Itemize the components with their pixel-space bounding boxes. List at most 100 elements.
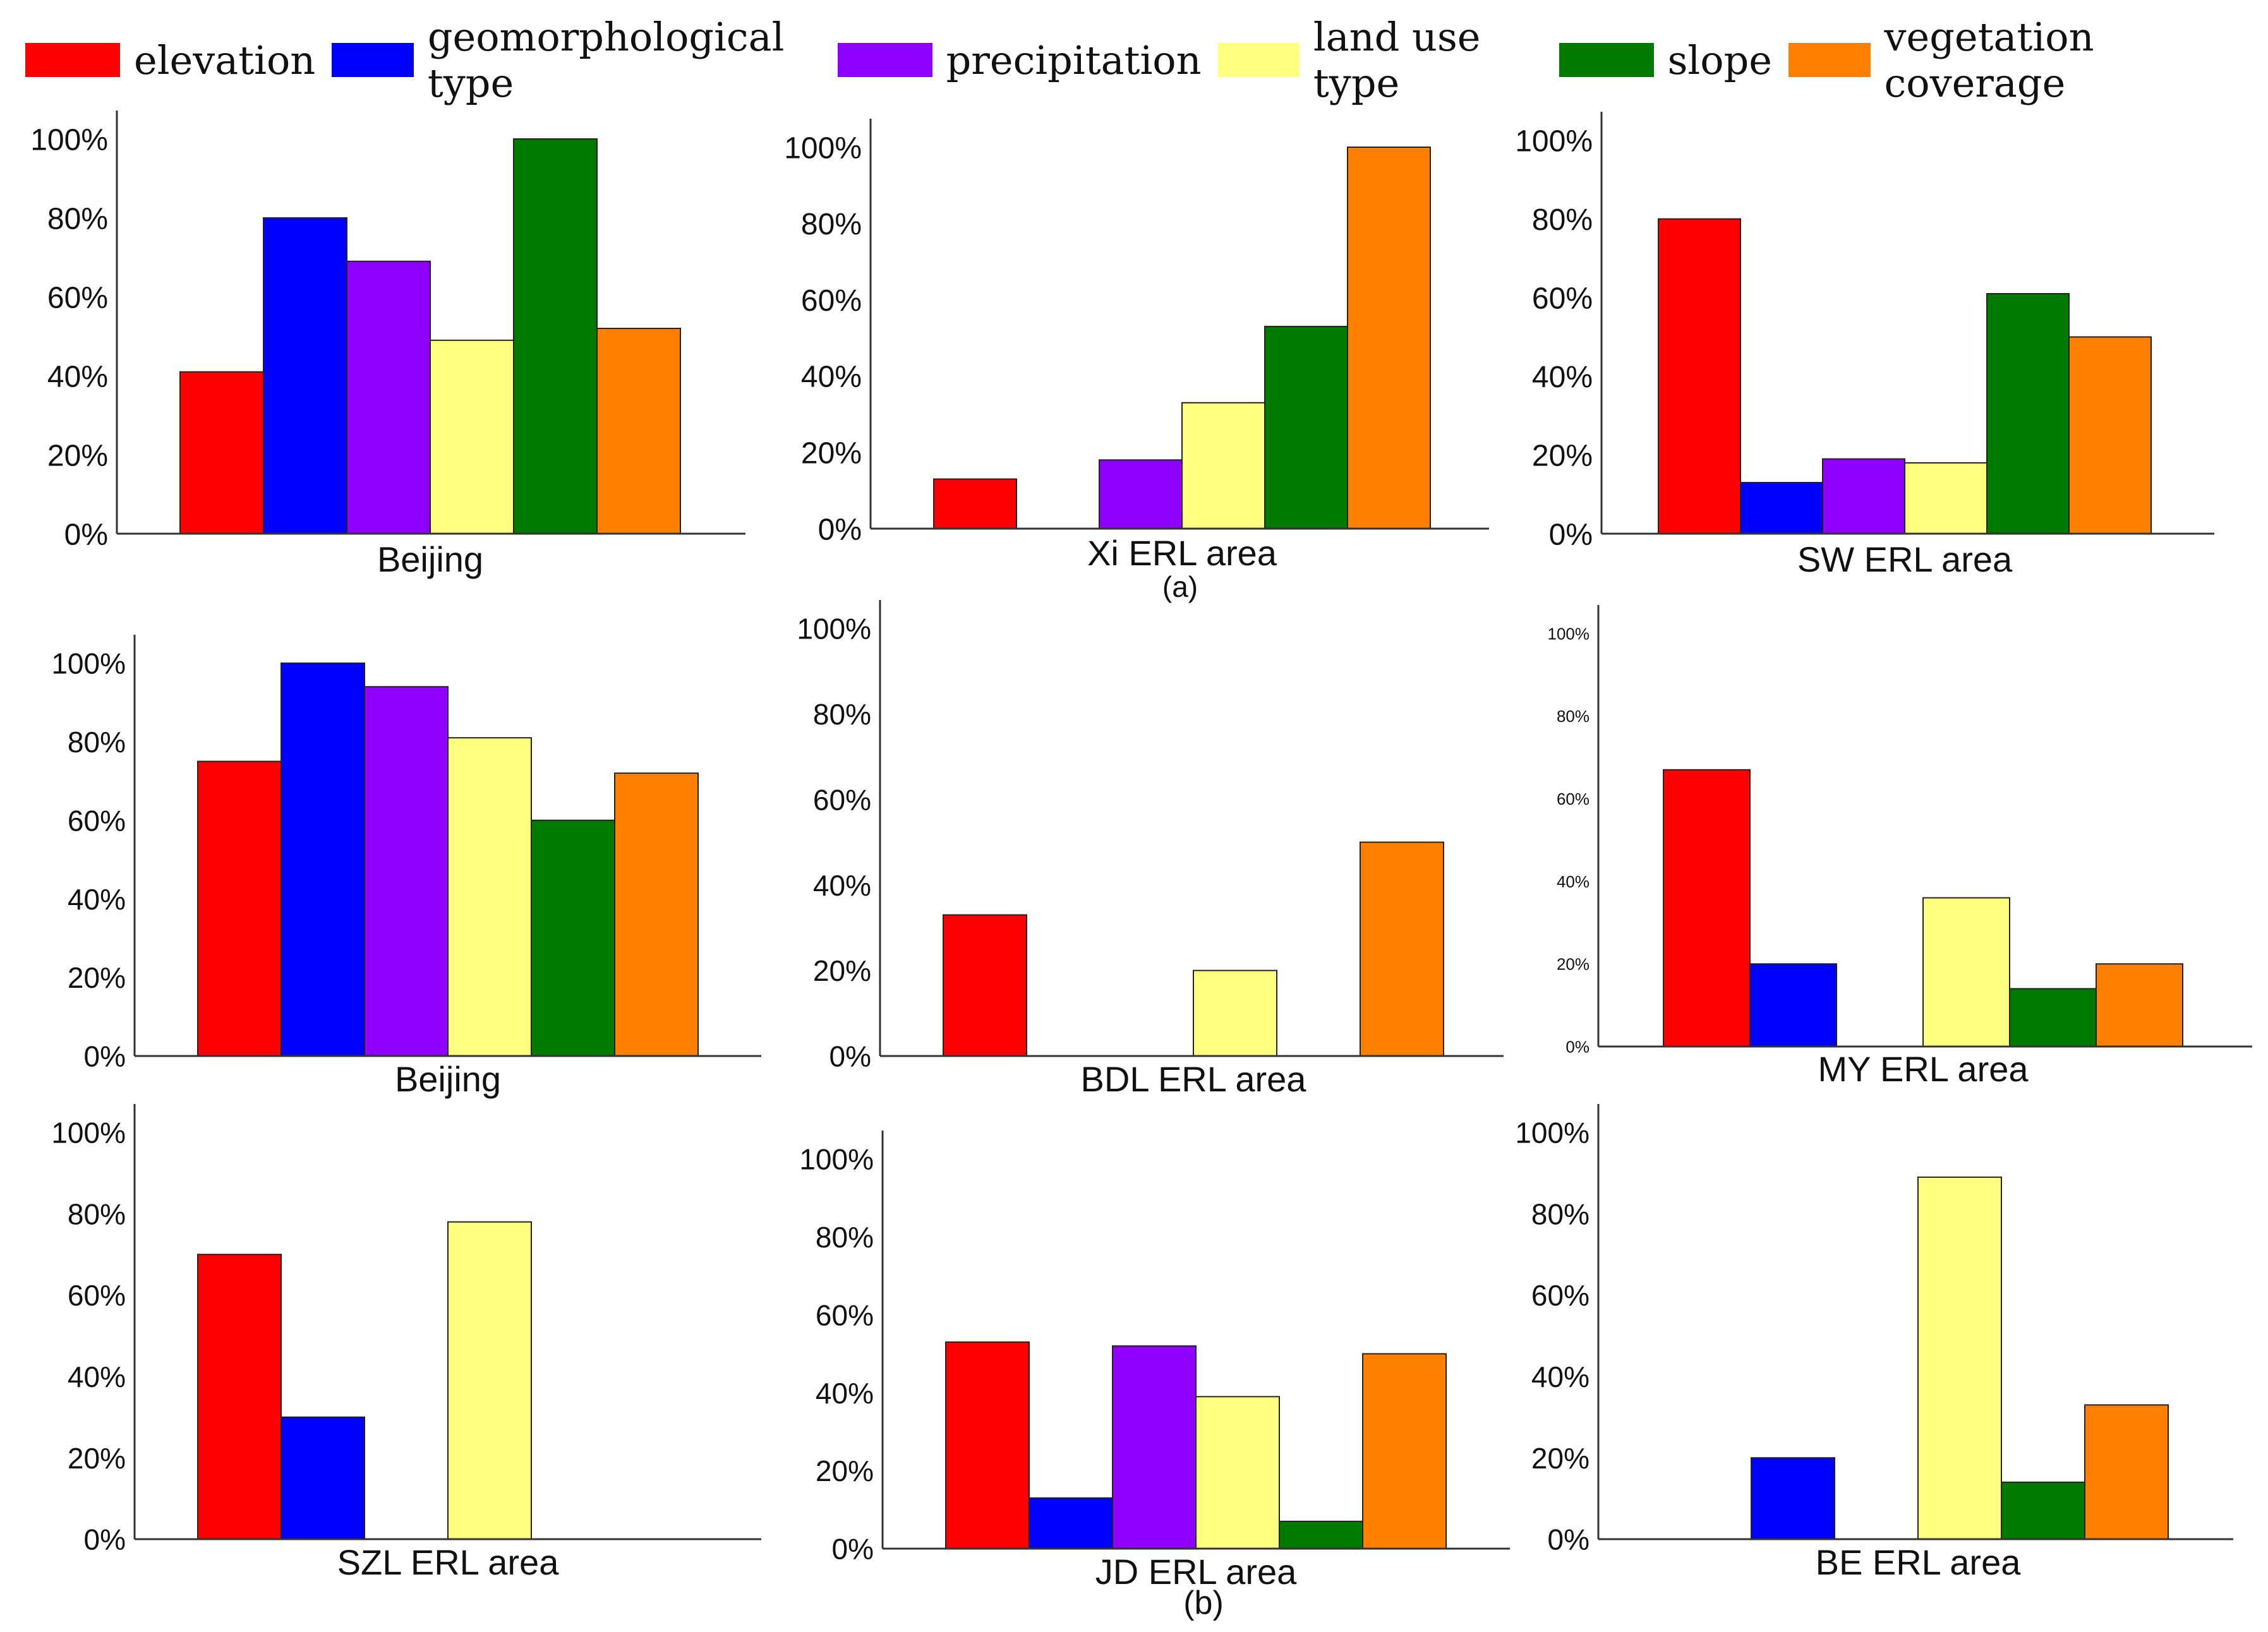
- y-tick-label: 100%: [30, 123, 108, 157]
- y-tick-label: 20%: [801, 436, 862, 470]
- legend-swatch: [332, 43, 414, 77]
- bar-precipitation: [364, 686, 449, 1057]
- bar-geomorphological-type: [1028, 1497, 1113, 1550]
- y-tick-label: 20%: [813, 954, 871, 987]
- legend-swatch: [1788, 43, 1871, 77]
- y-tick-label: 20%: [816, 1455, 874, 1487]
- chart-panel: 0% 20% 40% 60% 80% 100% SZL ERL area: [51, 1104, 761, 1582]
- y-tick-label: 40%: [816, 1377, 874, 1410]
- legend-label: land use type: [1313, 14, 1481, 106]
- bar-land-use-type: [1195, 1396, 1280, 1550]
- legend: elevation geomorphological type precipit…: [25, 14, 2249, 106]
- bar-vegetation-coverage: [1362, 1353, 1447, 1549]
- y-tick-label: 80%: [801, 208, 862, 241]
- bar-elevation: [1658, 218, 1741, 534]
- y-tick-label: 60%: [801, 284, 862, 318]
- bar-land-use-type: [1181, 402, 1265, 529]
- y-tick-label: 100%: [797, 613, 871, 645]
- bar-vegetation-coverage: [2096, 963, 2183, 1047]
- y-tick-label: 80%: [1531, 1197, 1589, 1230]
- chart-panel: 0% 20% 40% 60% 80% 100% Beijing: [30, 111, 745, 579]
- bar-slope: [1279, 1520, 1363, 1550]
- bar-precipitation: [1099, 459, 1183, 530]
- legend-label: geomorphological type: [427, 14, 785, 106]
- chart-title: Beijing: [377, 539, 483, 579]
- bar-geomorphological-type: [1749, 963, 1837, 1047]
- bar-land-use-type: [447, 1221, 532, 1540]
- bar-land-use-type: [1917, 1176, 2002, 1540]
- chart-title: BDL ERL area: [1081, 1059, 1307, 1099]
- bar-land-use-type: [1922, 897, 2010, 1048]
- legend-label: slope: [1667, 37, 1772, 83]
- bar-geomorphological-type: [280, 1416, 365, 1540]
- bar-land-use-type: [1193, 969, 1277, 1057]
- bar-elevation: [197, 1254, 282, 1540]
- y-tick-label: 40%: [813, 869, 871, 902]
- bar-vegetation-coverage: [2068, 336, 2152, 534]
- y-tick-label: 40%: [1557, 872, 1589, 891]
- y-tick-label: 40%: [1532, 361, 1593, 394]
- legend-item-precipitation: precipitation: [837, 37, 1202, 83]
- bar-precipitation: [1822, 458, 1905, 535]
- chart-panel: 0% 20% 40% 60% 80% 100% Xi ERL area: [784, 119, 1489, 573]
- bar-elevation: [197, 760, 282, 1057]
- y-tick-label: 40%: [1531, 1360, 1589, 1393]
- bar-land-use-type: [447, 737, 532, 1057]
- y-tick-label: 60%: [813, 783, 871, 816]
- legend-item-slope: slope: [1559, 37, 1772, 83]
- chart-title: Xi ERL area: [1087, 533, 1277, 573]
- y-tick-label: 100%: [51, 1117, 126, 1149]
- chart-title: JD ERL area: [1095, 1552, 1297, 1592]
- bar-elevation: [1663, 769, 1751, 1047]
- legend-label: precipitation: [946, 37, 1202, 83]
- chart-title: SW ERL area: [1797, 539, 2013, 579]
- y-tick-label: 80%: [1557, 707, 1589, 726]
- bar-slope: [1986, 292, 2070, 534]
- bar-precipitation: [346, 260, 431, 534]
- bar-land-use-type: [430, 339, 514, 534]
- y-tick-label: 60%: [1557, 789, 1589, 808]
- bar-vegetation-coverage: [2084, 1404, 2169, 1540]
- bar-elevation: [945, 1341, 1030, 1549]
- bar-geomorphological-type: [1740, 482, 1823, 535]
- y-tick-label: 40%: [68, 1360, 126, 1393]
- y-tick-label: 0%: [818, 513, 862, 546]
- y-tick-label: 40%: [68, 883, 126, 916]
- y-tick-label: 20%: [1531, 1442, 1589, 1475]
- group-label-a: (a): [1162, 570, 1198, 603]
- chart-title: SZL ERL area: [337, 1542, 560, 1582]
- y-tick-label: 80%: [47, 202, 108, 236]
- bar-geomorphological-type: [1751, 1457, 1835, 1540]
- bar-vegetation-coverage: [1347, 147, 1431, 529]
- y-tick-label: 60%: [1531, 1279, 1589, 1312]
- y-tick-label: 40%: [801, 361, 862, 394]
- y-tick-label: 40%: [47, 360, 108, 393]
- y-tick-label: 20%: [68, 961, 126, 994]
- y-tick-label: 80%: [68, 726, 126, 759]
- bar-vegetation-coverage: [1360, 841, 1444, 1057]
- y-tick-label: 80%: [816, 1221, 874, 1254]
- legend-item-land-use-type: land use type: [1217, 14, 1543, 106]
- y-tick-label: 100%: [51, 647, 126, 680]
- y-tick-label: 100%: [1515, 124, 1593, 158]
- y-tick-label: 100%: [784, 131, 862, 165]
- y-tick-label: 60%: [47, 281, 108, 315]
- y-tick-label: 80%: [813, 698, 871, 731]
- y-tick-label: 20%: [1532, 440, 1593, 473]
- y-tick-label: 0%: [1565, 1037, 1589, 1056]
- legend-swatch: [1217, 43, 1300, 77]
- bar-precipitation: [1112, 1345, 1197, 1549]
- y-tick-label: 80%: [1532, 203, 1593, 237]
- y-tick-label: 60%: [1532, 282, 1593, 315]
- legend-label: vegetation coverage: [1884, 14, 2094, 106]
- y-tick-label: 0%: [832, 1533, 874, 1566]
- chart-panel: 0% 20% 40% 60% 80% 100% Beijing: [51, 635, 761, 1099]
- group-label-b: (b): [1183, 1585, 1224, 1621]
- chart-title: MY ERL area: [1818, 1049, 2029, 1089]
- bar-elevation: [179, 371, 264, 534]
- y-tick-label: 0%: [829, 1040, 871, 1073]
- chart-panel: 0% 20% 40% 60% 80% 100% SW ERL area: [1515, 112, 2214, 579]
- y-tick-label: 0%: [1549, 518, 1593, 551]
- y-tick-label: 20%: [1557, 955, 1589, 974]
